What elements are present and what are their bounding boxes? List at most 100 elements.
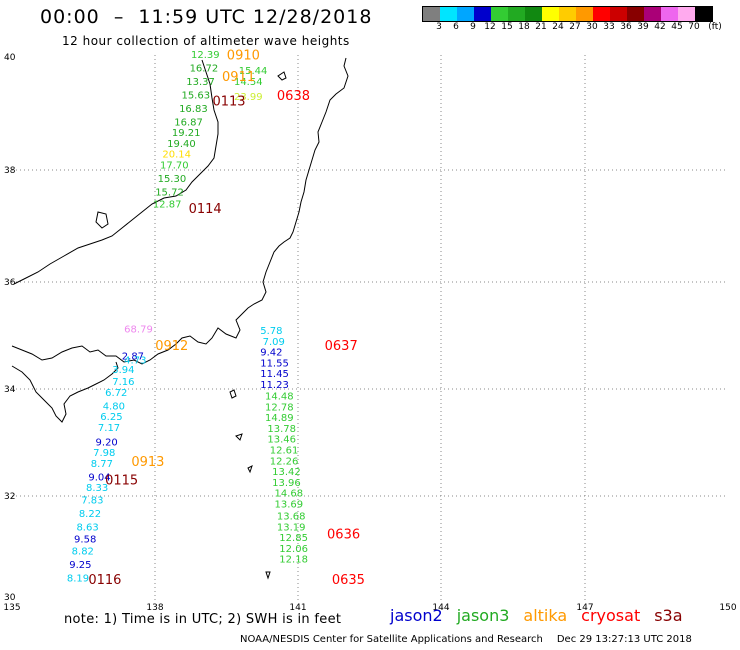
wave-height-label: 12.78 [265, 402, 294, 413]
wave-height-labels: 12.39 16.72 15.44 13.37 14.54 15.63 23.99 16.83… [67, 50, 308, 584]
units-note: note: 1) Time is in UTC; 2) SWH is in fe… [64, 612, 342, 627]
wave-height-label: 3.94 [112, 365, 134, 376]
wave-height-label: 9.20 [96, 437, 118, 448]
pass-id-label: 0638 [277, 89, 310, 104]
colorbar-swatch [508, 7, 525, 21]
wave-height-label: 11.45 [260, 369, 289, 380]
pass-id-label: 0910 [227, 49, 260, 64]
legend-cryosat: cryosat [581, 606, 641, 625]
wave-height-label: 13.37 [186, 77, 215, 88]
colorbar-swatch [559, 7, 576, 21]
colorbar-swatch [627, 7, 644, 21]
wave-height-label: 12.26 [270, 456, 299, 467]
wave-height-label: 13.69 [275, 499, 304, 510]
lat-tick-38: 38 [4, 166, 16, 176]
pass-id-label: 0911 [222, 70, 255, 85]
legend-jason3: jason3 [456, 606, 510, 625]
colorbar-label: 45 [671, 22, 683, 32]
wave-height-label: 12.39 [191, 50, 220, 61]
wave-height-label: 7.17 [98, 423, 120, 434]
colorbar-label: 18 [518, 22, 530, 32]
wave-height-label: 4.73 [124, 356, 146, 367]
wave-height-label: 7.83 [81, 496, 103, 507]
colorbar-label: 24 [552, 22, 564, 32]
lat-tick-32: 32 [4, 492, 15, 502]
pass-id-label: 0116 [88, 573, 121, 588]
wave-height-label: 20.14 [162, 150, 191, 161]
colorbar-swatch [576, 7, 593, 21]
pass-id-label: 0115 [105, 474, 138, 489]
wave-height-label: 16.87 [174, 117, 203, 128]
wave-height-label: 14.89 [265, 413, 294, 424]
colorbar-label: 33 [603, 22, 615, 32]
wave-height-label: 8.22 [79, 509, 101, 520]
colorbar-label: 12 [484, 22, 496, 32]
japan-sea-coastline [13, 59, 219, 285]
colorbar-swatch [474, 7, 491, 21]
wave-height-label: 8.82 [72, 547, 94, 558]
colorbar-swatch [695, 7, 712, 21]
colorbar-label: 3 [436, 22, 442, 32]
generated-timestamp: Dec 29 13:27:13 UTC 2018 [556, 634, 692, 645]
colorbar-label: (ft) [708, 22, 722, 32]
wave-height-label: 7.98 [93, 448, 115, 459]
colorbar-label: 36 [620, 22, 632, 32]
wave-height-label: 15.44 [239, 66, 268, 77]
lat-tick-40: 40 [4, 53, 16, 63]
colorbar-label: 42 [654, 22, 666, 32]
wave-height-label: 12.18 [279, 555, 308, 566]
lon-tick-141: 141 [289, 603, 306, 613]
wave-height-label: 68.79 [124, 324, 153, 335]
pass-id-label: 0113 [212, 94, 245, 109]
lat-tick-30: 30 [4, 593, 16, 603]
pass-id-label: 0636 [327, 528, 360, 543]
lon-tick-147: 147 [576, 603, 593, 613]
page-title: 00:00 – 11:59 UTC 12/28/2018 [40, 6, 373, 28]
legend-s3a: s3a [654, 606, 683, 625]
colorbar-swatch [525, 7, 542, 21]
wave-height-label: 13.19 [277, 522, 306, 533]
shikoku-coastline [11, 361, 119, 423]
colorbar-swatch [440, 7, 457, 21]
pass-id-label: 0637 [325, 339, 358, 354]
wave-height-label: 8.19 [67, 574, 89, 585]
colorbar-label: 9 [470, 22, 476, 32]
wave-height-label: 12.06 [279, 544, 308, 555]
grid-lines [12, 55, 728, 603]
legend-altika: altika [523, 606, 568, 625]
colorbar-label: 30 [586, 22, 598, 32]
lon-tick-138: 138 [146, 603, 163, 613]
lat-tick-36: 36 [4, 278, 16, 288]
wave-height-label: 19.21 [172, 128, 201, 139]
wave-height-label: 4.80 [103, 401, 125, 412]
wave-height-label: 14.48 [265, 392, 294, 403]
noto-peninsula [95, 211, 109, 229]
colorbar-label: 27 [569, 22, 581, 32]
wave-height-label: 13.96 [272, 478, 301, 489]
credit-text: NOAA/NESDIS Center for Satellite Applica… [240, 634, 543, 645]
colorbar-label: 21 [535, 22, 547, 32]
colorbar-swatch [644, 7, 661, 21]
wave-height-label: 19.40 [167, 139, 196, 150]
colorbar-swatch [423, 7, 440, 21]
pass-id-label: 0114 [189, 202, 222, 217]
latitude-tick-labels: 40 38 36 34 32 30 [4, 53, 16, 603]
legend-jason2: jason2 [390, 606, 443, 625]
colorbar-swatch [491, 7, 508, 21]
wave-height-label: 7.16 [112, 377, 134, 388]
longitude-tick-labels: 135 138 141 144 147 150 [3, 603, 736, 613]
wave-height-label: 8.63 [76, 522, 98, 533]
wave-height-label: 23.99 [234, 92, 263, 103]
wave-height-label: 16.72 [190, 64, 219, 75]
oshima-island [229, 389, 237, 399]
wave-height-label: 8.33 [86, 483, 108, 494]
wave-height-label: 11.55 [260, 358, 289, 369]
colorbar-swatch [542, 7, 559, 21]
page-subtitle: 12 hour collection of altimeter wave hei… [62, 34, 350, 48]
izu-islands [235, 433, 271, 580]
wave-height-label: 13.42 [272, 467, 301, 478]
wave-height-label: 14.54 [234, 77, 263, 88]
wave-height-label: 9.04 [88, 472, 110, 483]
wave-height-colorbar [422, 6, 713, 22]
